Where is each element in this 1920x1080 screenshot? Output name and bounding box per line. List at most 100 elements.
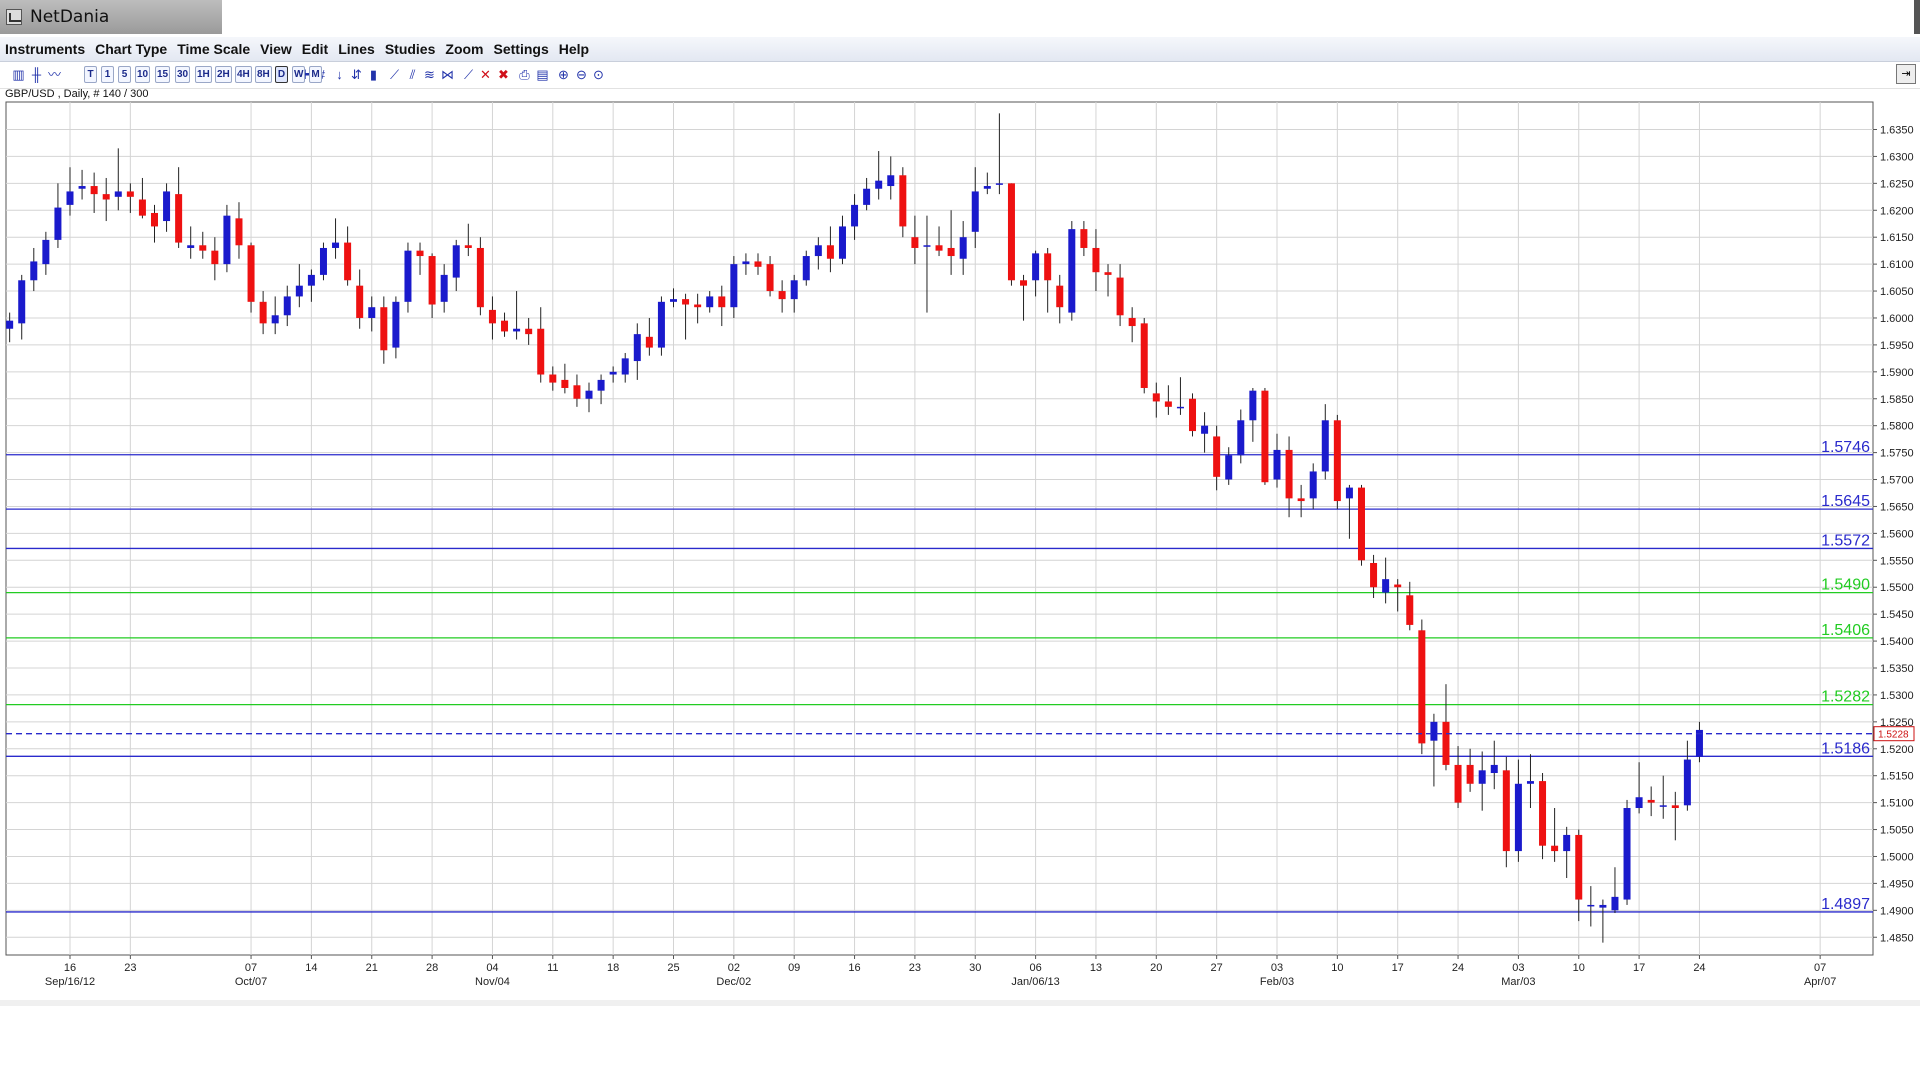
timeframe-15-button[interactable]: 15 [155, 66, 171, 83]
candle-body [259, 301, 267, 324]
candle-body [319, 247, 327, 275]
candle [1007, 183, 1015, 286]
candle-body [307, 274, 315, 286]
candle-body [706, 296, 714, 308]
menu-zoom[interactable]: Zoom [445, 41, 484, 57]
candle [899, 167, 907, 238]
candle [935, 226, 943, 257]
candle [790, 274, 798, 313]
timeframe-1h-button[interactable]: 1H [195, 66, 212, 83]
x-tick-label: 24 [1452, 962, 1464, 974]
timeframe-5-button[interactable]: 5 [118, 66, 131, 83]
x-tick-label: 10 [1331, 962, 1343, 974]
candle-body [875, 180, 883, 189]
channel-icon[interactable]: ⫽ [409, 67, 416, 82]
y-tick-label: 1.5550 [1880, 555, 1914, 567]
candle-body [283, 296, 291, 316]
candle-body [66, 191, 74, 205]
candle-body [1394, 584, 1402, 588]
y-tick-label: 1.6000 [1880, 313, 1914, 325]
timeframe-8h-button[interactable]: 8H [255, 66, 272, 83]
candle-body [1007, 183, 1015, 281]
candle-body [609, 371, 617, 375]
scale-icon[interactable]: ⇵ [351, 67, 362, 82]
level-label: 1.4897 [1821, 896, 1870, 913]
menu-view[interactable]: View [260, 41, 292, 57]
candle [501, 312, 509, 337]
menu-chart-type[interactable]: Chart Type [95, 41, 168, 57]
price-chart[interactable]: 1.6350 1.6300 1.6250 1.6200 1.6150 1.6100 1.60… [0, 100, 1920, 1000]
menu-help[interactable]: Help [558, 41, 590, 57]
candle-body [1587, 904, 1595, 907]
candle [223, 204, 231, 273]
candle [344, 226, 352, 286]
delete-all-icon[interactable]: ✖ [498, 67, 509, 82]
y-tick-label: 1.6050 [1880, 286, 1914, 298]
candle-body [1502, 770, 1510, 852]
candle-body [947, 247, 955, 257]
candle [356, 269, 364, 329]
timeframe-30-button[interactable]: 30 [175, 66, 191, 83]
zoom-out-icon[interactable]: ⊖ [576, 67, 587, 82]
timeframe-m-button[interactable]: M [309, 66, 322, 83]
menu-time-scale[interactable]: Time Scale [177, 41, 251, 57]
candle-body [344, 242, 352, 281]
volume-icon[interactable]: ▮ [369, 67, 378, 82]
y-tick-label: 1.4950 [1880, 878, 1914, 890]
candle-body [1116, 277, 1124, 316]
candle-body [1454, 764, 1462, 803]
candle-body [175, 194, 183, 243]
trendline-icon[interactable]: ⟋ [389, 67, 400, 82]
candle [766, 256, 774, 297]
candle [1526, 754, 1534, 809]
timeframe-10-button[interactable]: 10 [135, 66, 151, 83]
candle [199, 231, 207, 259]
candle [814, 237, 822, 270]
menu-instruments[interactable]: Instruments [5, 41, 86, 57]
candle [1382, 557, 1390, 604]
menu-edit[interactable]: Edit [301, 41, 329, 57]
menu-settings[interactable]: Settings [493, 41, 549, 57]
candle [235, 202, 243, 259]
timeframe-2h-button[interactable]: 2H [215, 66, 232, 83]
x-tick-label: 17 [1392, 962, 1404, 974]
candle-body [585, 390, 593, 399]
candle-body [1164, 401, 1172, 407]
delete-icon[interactable]: ✕ [480, 67, 491, 82]
timeframe-w-button[interactable]: W [292, 66, 306, 83]
timeframe-t-button[interactable]: T [84, 66, 97, 83]
fibonacci-icon[interactable]: ≋ [424, 67, 435, 82]
menu-studies[interactable]: Studies [384, 41, 436, 57]
x-tick-label: 04 [486, 962, 498, 974]
candle-body [742, 261, 750, 265]
gann-icon[interactable]: ⋈ [441, 67, 454, 82]
candle-body [754, 261, 762, 267]
candle-body [163, 191, 171, 222]
candle [1273, 433, 1281, 488]
print-icon[interactable]: ⎙ [519, 67, 530, 82]
candlestick-chart-icon[interactable]: ▥ [12, 67, 25, 82]
zoom-reset-icon[interactable]: ⊙ [593, 67, 604, 82]
zoom-in-icon[interactable]: ⊕ [558, 67, 569, 82]
print-preview-icon[interactable]: ▤ [536, 67, 549, 82]
candle [1659, 775, 1667, 819]
arrow-down-icon[interactable]: ↓ [336, 67, 343, 82]
candle [1213, 425, 1221, 491]
delete-line-icon[interactable]: ⟋ [463, 67, 474, 82]
timeframe-4h-button[interactable]: 4H [235, 66, 252, 83]
panel-toggle-icon[interactable]: ⇥ [1896, 64, 1916, 84]
bar-chart-icon[interactable]: ╫ [31, 67, 42, 82]
timeframe-1-button[interactable]: 1 [101, 66, 114, 83]
candle-body [1032, 253, 1040, 281]
candle [6, 312, 14, 343]
x-tick-label: 17 [1633, 962, 1645, 974]
menu-lines[interactable]: Lines [338, 41, 375, 57]
candle [1418, 619, 1426, 755]
candle-body [1056, 285, 1064, 308]
candle-body [150, 212, 158, 227]
candle [573, 374, 581, 407]
line-chart-icon[interactable]: 〰 [47, 67, 61, 82]
timeframe-d-button[interactable]: D [275, 66, 288, 83]
app-title-tab[interactable]: NetDania FinanceChart [0, 0, 222, 61]
candle [549, 366, 557, 391]
